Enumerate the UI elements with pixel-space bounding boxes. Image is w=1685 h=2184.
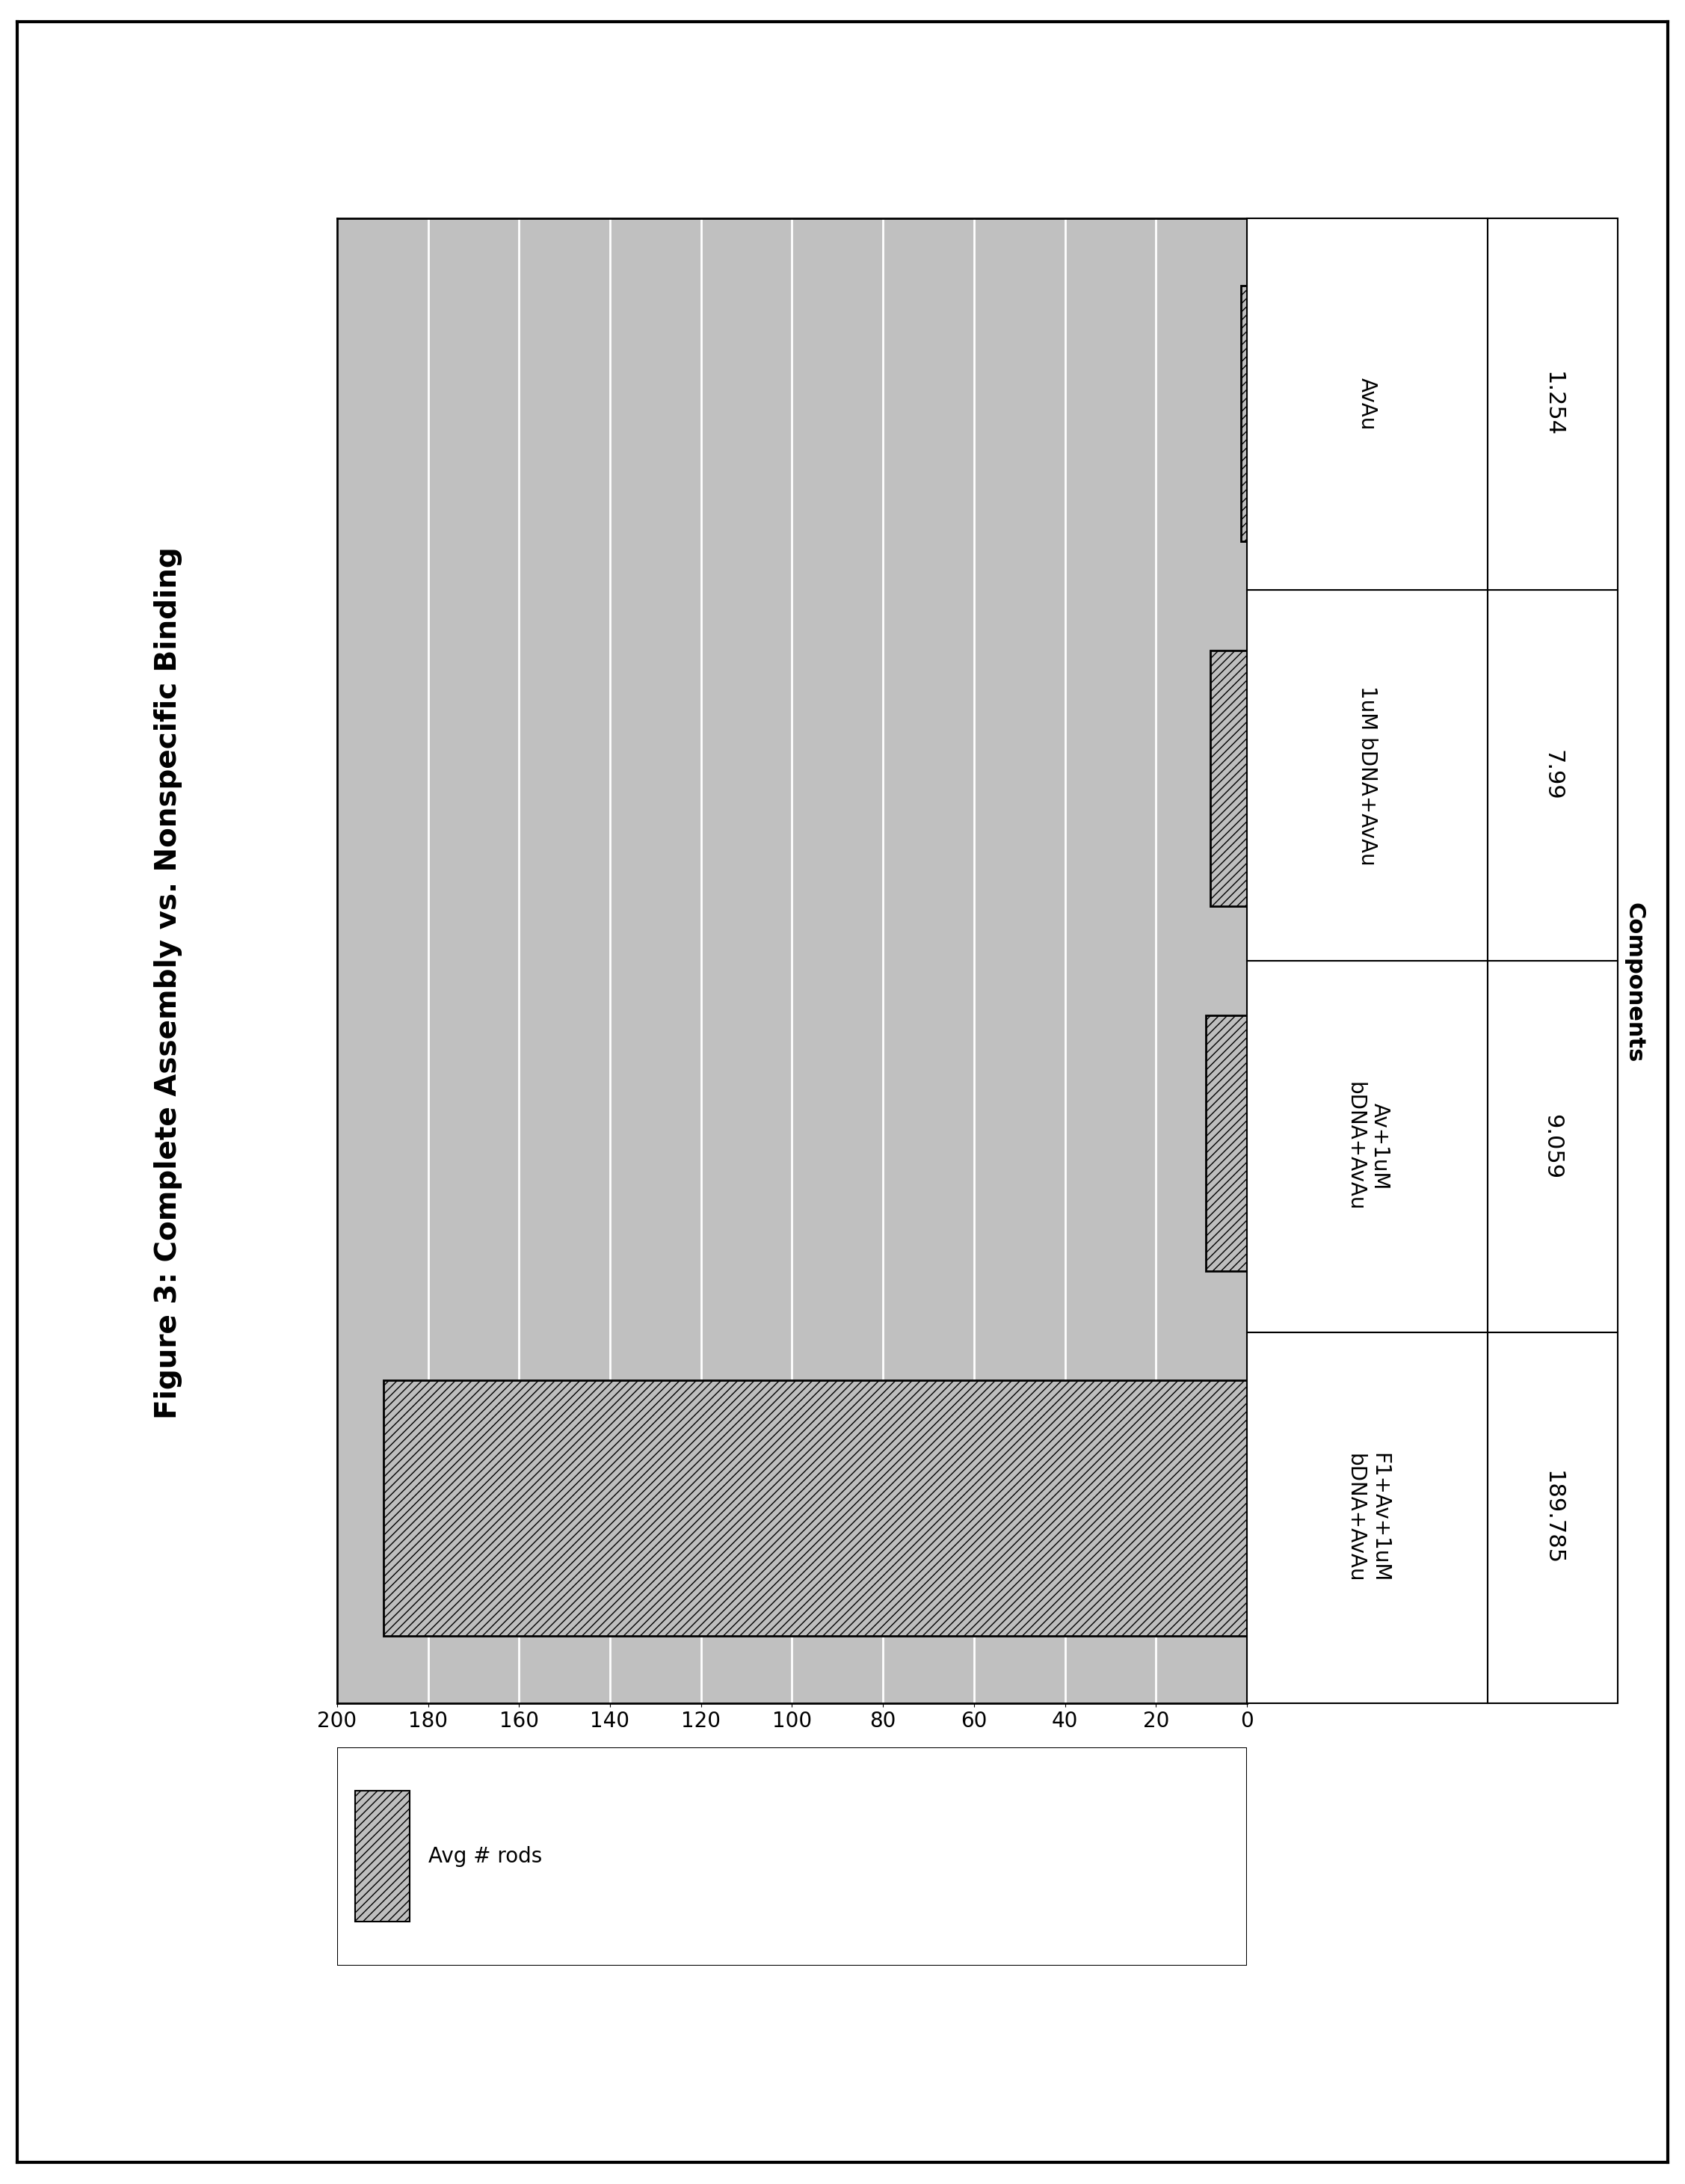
Text: Figure 3: Complete Assembly vs. Nonspecific Binding: Figure 3: Complete Assembly vs. Nonspeci… xyxy=(155,546,182,1420)
Text: 1uM bDNA+AvAu: 1uM bDNA+AvAu xyxy=(1356,686,1378,865)
Bar xyxy=(384,1380,1247,1636)
Bar xyxy=(1206,1016,1247,1271)
Bar xyxy=(1488,590,1618,961)
Bar xyxy=(1210,651,1247,906)
Text: Components: Components xyxy=(1624,902,1645,1064)
Bar xyxy=(356,1791,409,1922)
Bar xyxy=(1488,218,1618,590)
Bar xyxy=(1247,961,1488,1332)
Text: Av+1uM
bDNA+AvAu: Av+1uM bDNA+AvAu xyxy=(1345,1081,1390,1212)
Bar xyxy=(1247,218,1488,590)
Text: 7.99: 7.99 xyxy=(1542,749,1564,802)
Text: F1+Av+1uM
bDNA+AvAu: F1+Av+1uM bDNA+AvAu xyxy=(1345,1452,1390,1583)
Bar xyxy=(1488,961,1618,1332)
Text: 1.254: 1.254 xyxy=(1542,371,1564,437)
Text: 9.059: 9.059 xyxy=(1542,1114,1564,1179)
X-axis label: Avg # rods: Avg # rods xyxy=(782,1747,802,1872)
Text: Avg # rods: Avg # rods xyxy=(428,1845,543,1867)
Text: AvAu: AvAu xyxy=(1356,378,1378,430)
Bar xyxy=(1247,1332,1488,1704)
Bar xyxy=(1488,1332,1618,1704)
Bar xyxy=(1247,590,1488,961)
Text: 189.785: 189.785 xyxy=(1542,1470,1564,1566)
Bar xyxy=(1242,286,1247,542)
